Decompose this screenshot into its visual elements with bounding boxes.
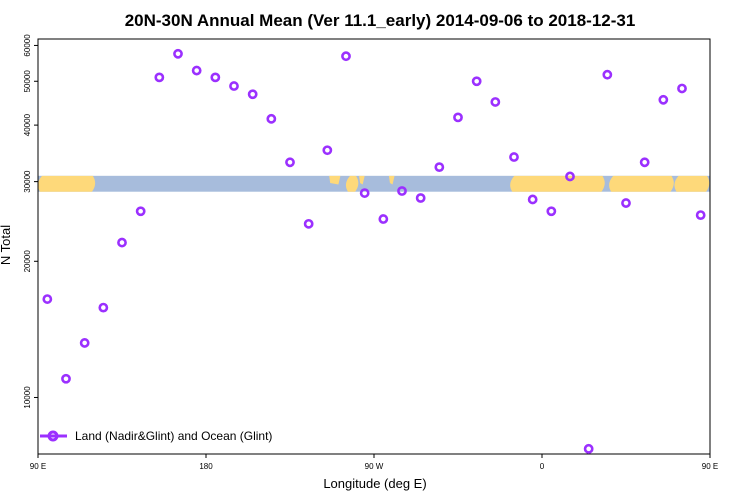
x-tick-label: 90 E [702,462,718,471]
data-point [602,69,613,80]
x-axis-label: Longitude (deg E) [323,476,426,491]
world-map-strip [37,175,710,192]
data-point [359,188,370,198]
data-point [471,76,482,87]
data-point [135,206,146,217]
x-tick-label: 0 [540,462,545,471]
data-point [154,72,165,83]
x-tick-label: 90 E [30,462,46,471]
map-land-florida [388,175,395,185]
y-tick-label: 60000 [23,34,32,57]
data-point [191,65,202,76]
data-point [583,443,594,454]
data-point [266,113,277,124]
data-point [79,338,90,348]
data-points [42,48,706,454]
y-tick-label: 10000 [23,386,32,409]
data-point [285,157,295,168]
data-point [117,237,127,248]
data-point [173,48,183,59]
x-tick-label: 90 W [365,462,384,471]
x-tick-label: 180 [199,462,213,471]
data-point [677,83,687,94]
data-point [303,218,314,229]
data-point [42,294,53,304]
map-land-africa [510,175,605,192]
y-axis: 10000 20000 30000 40000 50000 60000 [23,34,38,409]
y-tick-label: 50000 [23,70,32,93]
data-point [546,206,557,217]
legend-label: Land (Nadir&Glint) and Ocean (Glint) [75,429,272,443]
data-point [378,214,389,224]
map-land-baja [329,175,341,185]
data-point [341,51,351,62]
data-point [61,373,71,384]
data-point [509,152,519,162]
data-point [639,157,650,168]
data-point [695,210,706,221]
map-land-asia-east [37,175,96,192]
data-point [98,302,109,313]
data-point [210,72,221,83]
data-point [490,97,501,107]
data-point [658,94,669,105]
y-tick-label: 20000 [23,250,32,273]
x-axis: 90 E 180 90 W 0 90 E [30,454,718,471]
map-land-mexico [345,175,359,192]
data-point [621,198,631,208]
legend-swatch-marker [47,430,59,442]
data-point [229,81,239,91]
data-point [565,171,575,182]
chart-title: 20N-30N Annual Mean (Ver 11.1_early) 201… [125,11,636,30]
map-land-arabia [609,175,674,192]
data-point [434,162,445,173]
map-land-india [674,175,710,192]
data-point [527,194,538,205]
map-land-pacific-islands [359,175,365,185]
data-point [322,145,333,156]
legend: Land (Nadir&Glint) and Ocean (Glint) [40,429,272,443]
data-point [415,193,426,203]
data-point [247,89,258,100]
plot-frame [37,38,711,455]
data-point [397,186,407,196]
y-tick-label: 40000 [23,113,32,136]
y-tick-label: 30000 [23,170,32,193]
y-axis-label: N Total [0,225,13,265]
data-point [453,112,463,123]
